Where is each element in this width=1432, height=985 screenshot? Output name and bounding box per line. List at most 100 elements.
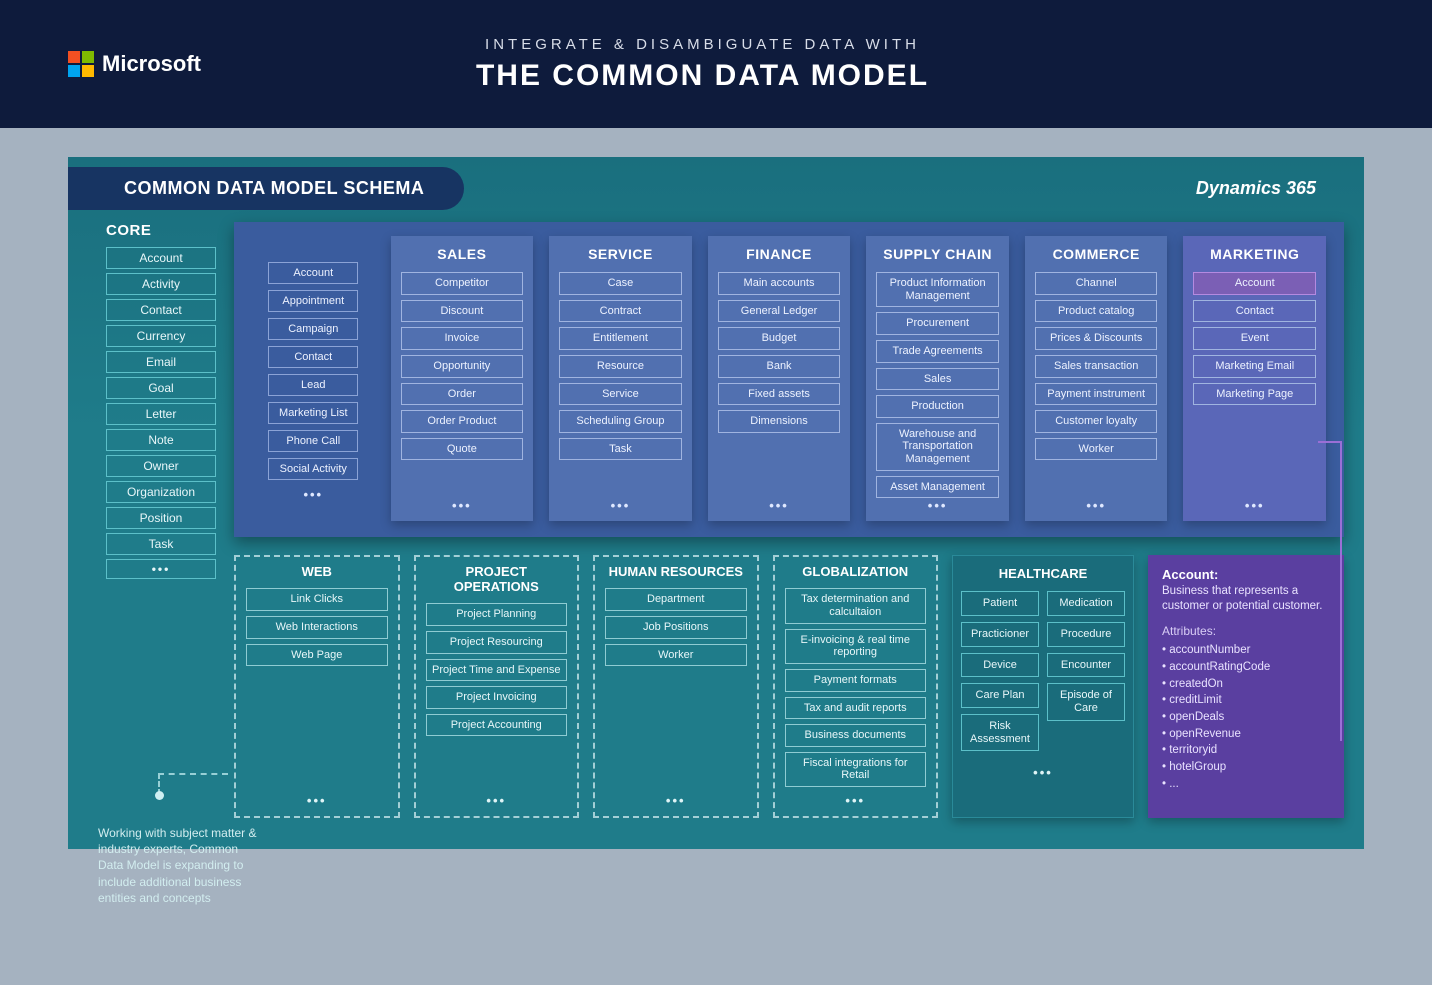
account-detail-box: Account: Business that represents a custo… <box>1148 555 1344 818</box>
entity-item: Social Activity <box>268 458 358 480</box>
ellipsis: ••• <box>401 498 524 513</box>
content-area: CORE AccountActivityContactCurrencyEmail… <box>68 210 1364 854</box>
column-title: SUPPLY CHAIN <box>883 246 992 262</box>
entity-item: Project Planning <box>426 603 568 626</box>
entity-item: Worker <box>605 644 747 667</box>
entity-item: Entitlement <box>559 327 682 350</box>
entity-item: Episode of Care <box>1047 683 1125 720</box>
entity-item: Lead <box>268 374 358 396</box>
core-item: Goal <box>106 377 216 399</box>
top-col-finance: FINANCEMain accountsGeneral LedgerBudget… <box>708 236 851 521</box>
top-col-commerce: COMMERCEChannelProduct catalogPrices & D… <box>1025 236 1168 521</box>
entity-item: Appointment <box>268 290 358 312</box>
entity-item: Sales <box>876 368 999 391</box>
schema-header: COMMON DATA MODEL SCHEMA Dynamics 365 <box>68 157 1364 210</box>
entity-item: Web Interactions <box>246 616 388 639</box>
entity-item: Case <box>559 272 682 295</box>
bottom-row: WEBLink ClicksWeb InteractionsWeb Page••… <box>234 555 1344 818</box>
entity-item: Project Invoicing <box>426 686 568 709</box>
attr-item: accountNumber <box>1162 642 1330 659</box>
entity-item: Department <box>605 588 747 611</box>
core-item: Note <box>106 429 216 451</box>
entity-item: Contract <box>559 300 682 323</box>
entity-item: Marketing List <box>268 402 358 424</box>
entity-item: Fiscal integrations for Retail <box>785 752 927 787</box>
entity-item: Opportunity <box>401 355 524 378</box>
ms-squares-icon <box>68 51 94 77</box>
microsoft-logo: Microsoft <box>68 51 201 77</box>
entity-item: Warehouse and Transportation Management <box>876 423 999 471</box>
entity-item: General Ledger <box>718 300 841 323</box>
entity-item: Customer loyalty <box>1035 410 1158 433</box>
ellipsis: ••• <box>1033 759 1053 780</box>
ellipsis: ••• <box>876 498 999 513</box>
entity-item: Task <box>559 438 682 461</box>
core-item: Activity <box>106 273 216 295</box>
entity-item: Phone Call <box>268 430 358 452</box>
entity-item: Account <box>1193 272 1316 295</box>
attr-item: ... <box>1162 776 1330 793</box>
core-item: Letter <box>106 403 216 425</box>
entity-item: Budget <box>718 327 841 350</box>
attr-item: hotelGroup <box>1162 759 1330 776</box>
entity-item: Patient <box>961 591 1039 616</box>
core-item: Owner <box>106 455 216 477</box>
healthcare-box: HEALTHCAREPatientPracticionerDeviceCare … <box>952 555 1134 818</box>
entity-item: Asset Management <box>876 476 999 499</box>
detail-desc: Business that represents a customer or p… <box>1162 584 1330 614</box>
note-connector <box>158 773 228 795</box>
detail-title: Account: <box>1162 567 1330 582</box>
entity-item: Care Plan <box>961 683 1039 708</box>
entity-item: Service <box>559 383 682 406</box>
entity-item: Channel <box>1035 272 1158 295</box>
entity-item: Resource <box>559 355 682 378</box>
entity-item: Project Time and Expense <box>426 659 568 682</box>
entity-item: Job Positions <box>605 616 747 639</box>
entity-item: Bank <box>718 355 841 378</box>
entity-item: Product Information Management <box>876 272 999 307</box>
product-label: Dynamics 365 <box>1196 178 1364 199</box>
entity-item: Contact <box>1193 300 1316 323</box>
ellipsis: ••• <box>1035 498 1158 513</box>
ellipsis: ••• <box>718 498 841 513</box>
attr-item: accountRatingCode <box>1162 659 1330 676</box>
entity-item: Practicioner <box>961 622 1039 647</box>
entity-item: Invoice <box>401 327 524 350</box>
note: Working with subject matter & industry e… <box>98 773 266 906</box>
note-text: Working with subject matter & industry e… <box>98 825 266 906</box>
entity-item: Marketing Email <box>1193 355 1316 378</box>
attr-item: territoryid <box>1162 742 1330 759</box>
core-item: Contact <box>106 299 216 321</box>
column-title: HUMAN RESOURCES <box>609 565 743 580</box>
entity-item: Fixed assets <box>718 383 841 406</box>
header-titles: INTEGRATE & DISAMBIGUATE DATA WITH THE C… <box>201 36 1364 93</box>
ellipsis: ••• <box>252 487 375 502</box>
entity-item: Medication <box>1047 591 1125 616</box>
column-title: SERVICE <box>588 246 653 262</box>
entity-item: Encounter <box>1047 653 1125 678</box>
schema-pill: COMMON DATA MODEL SCHEMA <box>68 167 464 210</box>
brand-name: Microsoft <box>102 51 201 77</box>
column-title: PROJECT OPERATIONS <box>426 565 568 595</box>
core-column: CORE AccountActivityContactCurrencyEmail… <box>106 222 216 836</box>
header: Microsoft INTEGRATE & DISAMBIGUATE DATA … <box>0 0 1432 128</box>
entity-item: Main accounts <box>718 272 841 295</box>
ellipsis: ••• <box>106 559 216 579</box>
entity-item: Production <box>876 395 999 418</box>
schema-frame: COMMON DATA MODEL SCHEMA Dynamics 365 CO… <box>68 157 1364 849</box>
right-area: AccountAppointmentCampaignContactLeadMar… <box>234 222 1344 836</box>
ellipsis: ••• <box>559 498 682 513</box>
core-item: Organization <box>106 481 216 503</box>
entity-item: Discount <box>401 300 524 323</box>
attr-list: accountNumberaccountRatingCodecreatedOnc… <box>1162 642 1330 792</box>
entity-item: Web Page <box>246 644 388 667</box>
entity-item: Contact <box>268 346 358 368</box>
dashed-col-globalization: GLOBALIZATIONTax determination and calcu… <box>773 555 939 818</box>
entity-item: Prices & Discounts <box>1035 327 1158 350</box>
top-col-applications: AccountAppointmentCampaignContactLeadMar… <box>252 236 375 521</box>
entity-item: Scheduling Group <box>559 410 682 433</box>
ellipsis: ••• <box>666 787 686 808</box>
core-item: Currency <box>106 325 216 347</box>
core-item: Position <box>106 507 216 529</box>
column-title: SALES <box>437 246 486 262</box>
